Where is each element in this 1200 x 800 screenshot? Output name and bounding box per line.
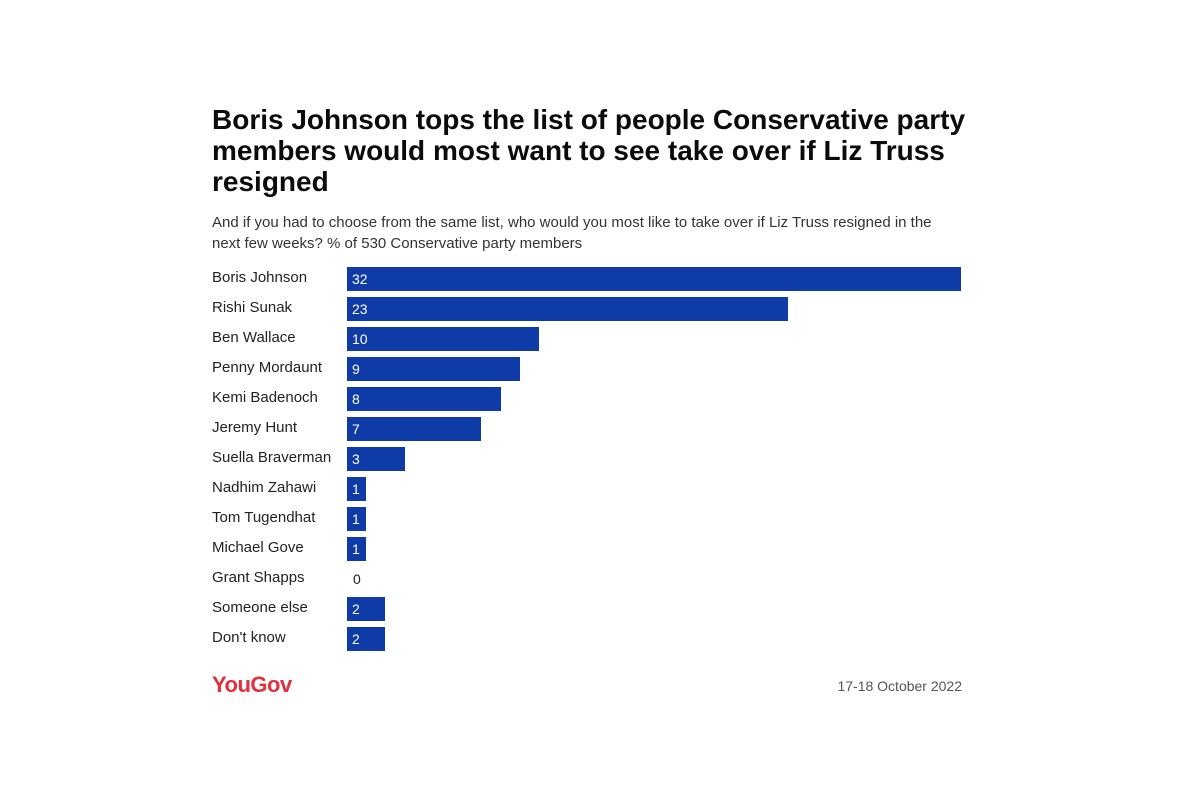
value-label: 0: [353, 571, 361, 587]
bar: [347, 537, 366, 561]
value-label: 8: [352, 391, 360, 407]
bar: [347, 447, 405, 471]
bar-row: Jeremy Hunt 7: [212, 415, 972, 445]
chart-title: Boris Johnson tops the list of people Co…: [212, 104, 966, 197]
bar-row: Tom Tugendhat 1: [212, 505, 972, 535]
bar-row: Grant Shapps 0: [212, 565, 972, 595]
bar-chart: Boris Johnson 32 Rishi Sunak 23 Ben Wallace 1…: [212, 265, 972, 655]
category-label: Rishi Sunak: [212, 299, 293, 316]
category-label: Boris Johnson: [212, 269, 308, 286]
bar: [347, 627, 385, 651]
value-label: 1: [352, 511, 360, 527]
value-label: 7: [352, 421, 360, 437]
bar: [347, 597, 385, 621]
value-label: 1: [352, 541, 360, 557]
bar-row: Kemi Badenoch 8: [212, 385, 972, 415]
bar: [347, 327, 539, 351]
bar-row: Michael Gove 1: [212, 535, 972, 565]
value-label: 32: [352, 271, 368, 287]
bar-row: Penny Mordaunt 9: [212, 355, 972, 385]
category-label: Tom Tugendhat: [212, 509, 316, 526]
value-label: 3: [352, 451, 360, 467]
value-label: 9: [352, 361, 360, 377]
bar: [347, 267, 961, 291]
survey-date: 17-18 October 2022: [837, 678, 962, 694]
bar-row: Ben Wallace 10: [212, 325, 972, 355]
bar-row: Don't know 2: [212, 625, 972, 655]
yougov-logo: YouGov: [212, 672, 292, 697]
bar-row: Rishi Sunak 23: [212, 295, 972, 325]
value-label: 2: [352, 631, 360, 647]
bar: [347, 357, 520, 381]
category-label: Nadhim Zahawi: [212, 479, 317, 496]
category-label: Ben Wallace: [212, 329, 296, 346]
bar-row: Nadhim Zahawi 1: [212, 475, 972, 505]
bar: [347, 297, 788, 321]
category-label: Suella Braverman: [212, 449, 332, 466]
category-label: Grant Shapps: [212, 569, 305, 586]
value-label: 2: [352, 601, 360, 617]
bar-row: Suella Braverman 3: [212, 445, 972, 475]
bar-row: Boris Johnson 32: [212, 265, 972, 295]
chart-subtitle: And if you had to choose from the same l…: [212, 214, 932, 252]
bar: [347, 417, 481, 441]
category-label: Penny Mordaunt: [212, 359, 323, 376]
bar: [347, 387, 501, 411]
bar-row: Someone else 2: [212, 595, 972, 625]
category-label: Kemi Badenoch: [212, 389, 318, 406]
value-label: 10: [352, 331, 368, 347]
value-label: 23: [352, 301, 368, 317]
value-label: 1: [352, 481, 360, 497]
bar: [347, 507, 366, 531]
category-label: Michael Gove: [212, 539, 304, 556]
bar: [347, 477, 366, 501]
category-label: Someone else: [212, 599, 308, 616]
category-label: Don't know: [212, 629, 286, 646]
category-label: Jeremy Hunt: [212, 419, 298, 436]
